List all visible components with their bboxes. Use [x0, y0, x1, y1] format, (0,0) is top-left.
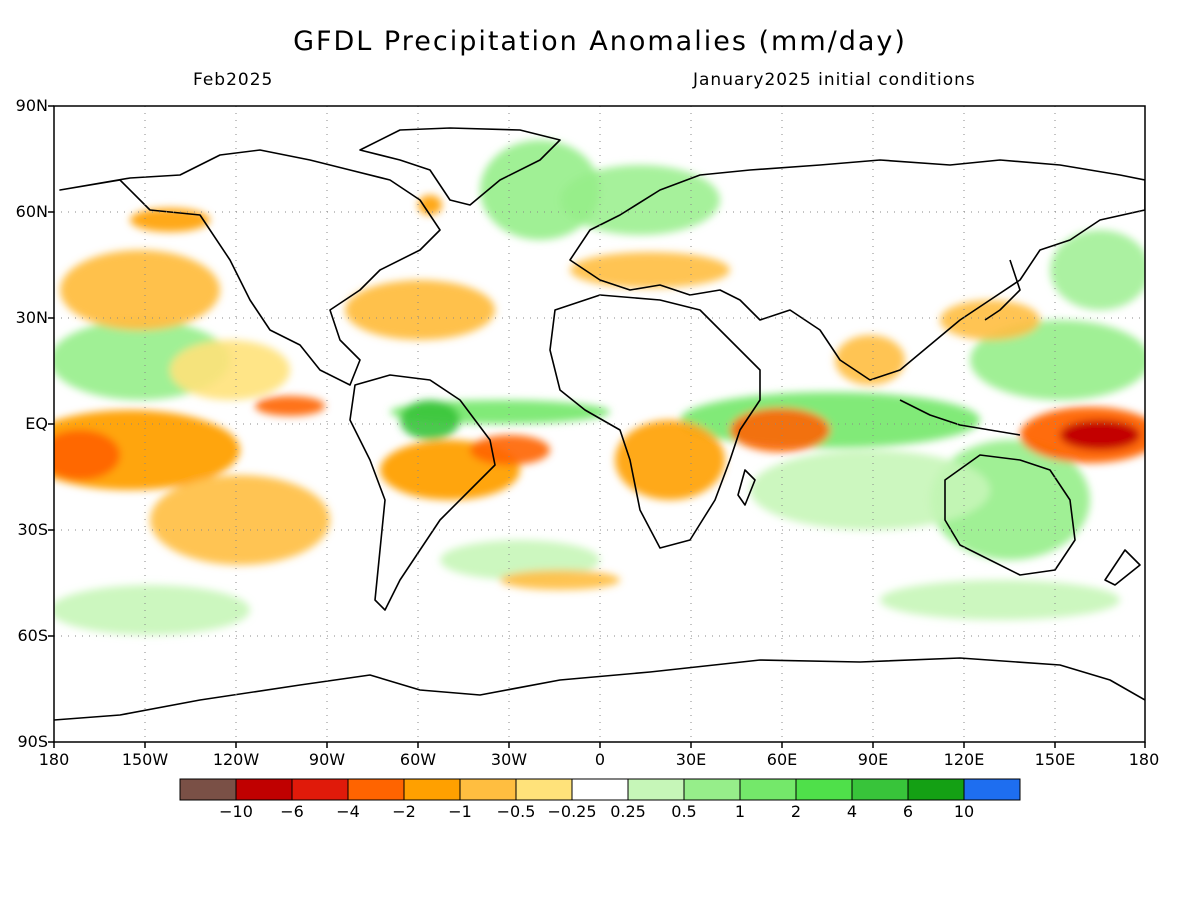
lon-label-180e: 180 [1128, 750, 1160, 769]
lon-label-120w: 120W [212, 750, 260, 769]
axis-ticks [48, 105, 1146, 748]
lon-label-30e: 30E [675, 750, 707, 769]
legend-color-box [683, 778, 741, 801]
dry-anomaly-east-asia [940, 300, 1040, 340]
chart-title: GFDL Precipitation Anomalies (mm/day) [293, 26, 907, 57]
legend-tick-label: −4 [336, 802, 360, 821]
dry-anomaly-southern-africa [615, 420, 725, 500]
legend-color-box [515, 778, 573, 801]
dry-anomaly-west-indian-ocean [730, 408, 830, 452]
dry-anomaly-south-pacific-lower [500, 570, 620, 590]
legend-tick-label: −2 [392, 802, 416, 821]
legend-color-box [963, 778, 1021, 801]
legend-tick-label: 2 [790, 802, 802, 821]
legend-color-box [291, 778, 349, 801]
legend-color-box [235, 778, 293, 801]
dry-anomaly-west-pacific-core [1060, 420, 1140, 450]
madagascar-outline [737, 469, 756, 506]
legend-tick-label: 4 [846, 802, 858, 821]
dry-anomaly-north-pacific [60, 250, 220, 330]
japan-outline [984, 259, 1021, 321]
antarctica-outline [54, 657, 1145, 721]
map-gridlines [54, 106, 1145, 742]
dry-anomaly-mediterranean [570, 252, 730, 288]
legend-color-box [403, 778, 461, 801]
legend-tick-label: 10 [953, 802, 975, 821]
legend-tick-label: −0.25 [547, 802, 597, 821]
dry-anomaly-south-pacific-band [150, 475, 330, 565]
lon-label-0: 0 [594, 750, 606, 769]
dry-anomaly-pacific-diagonal [170, 340, 290, 400]
legend-color-box [739, 778, 797, 801]
lon-label-180w: 180 [38, 750, 70, 769]
lat-label-30n: 30N [15, 308, 48, 327]
legend-color-box [851, 778, 909, 801]
legend-tick-label: 0.5 [671, 802, 697, 821]
lon-label-150w: 150W [121, 750, 169, 769]
lat-label-eq: EQ [25, 414, 48, 433]
lon-label-150e: 150E [1034, 750, 1076, 769]
legend-color-box [571, 778, 629, 801]
legend-color-box [627, 778, 685, 801]
lon-label-30w: 30W [490, 750, 528, 769]
legend-tick-label: 1 [734, 802, 746, 821]
africa-outline [549, 294, 761, 549]
lat-label-90n: 90N [15, 96, 48, 115]
legend-tick-label: −10 [219, 802, 253, 821]
eurasia-outline [569, 159, 1145, 381]
wet-anomaly-southern-ocean-east [880, 580, 1120, 620]
australia-outline [944, 454, 1076, 576]
dry-anomaly-equatorial-pacific-core [54, 430, 120, 480]
legend-tick-label: −0.5 [496, 802, 536, 821]
legend-color-box [459, 778, 517, 801]
lon-label-90e: 90E [857, 750, 889, 769]
wet-anomaly-amazon [400, 400, 460, 440]
legend-color-box [347, 778, 405, 801]
dry-anomaly-bay-of-bengal [835, 335, 905, 385]
wet-anomaly-west-pacific [970, 320, 1145, 400]
wet-anomaly-southern-ocean-west [54, 585, 250, 635]
legend-tick-label: −6 [280, 802, 304, 821]
legend-color-box [907, 778, 965, 801]
lon-label-60e: 60E [766, 750, 798, 769]
legend-tick-label: 6 [902, 802, 914, 821]
new-zealand-outline [1104, 549, 1141, 586]
dry-anomaly-greenland-sea [418, 195, 442, 215]
lon-label-90w: 90W [308, 750, 346, 769]
dry-anomaly-north-atlantic [345, 280, 495, 340]
forecast-month-label: Feb2025 [193, 70, 274, 90]
indonesia-outline [899, 399, 1021, 436]
lat-label-90s: 90S [17, 732, 48, 751]
greenland-outline [359, 127, 561, 206]
lon-label-120e: 120E [943, 750, 985, 769]
lon-label-60w: 60W [399, 750, 437, 769]
dry-anomaly-east-pacific-itcz [255, 396, 325, 416]
wet-anomaly-north-pacific [1050, 230, 1145, 310]
wet-anomaly-south-indian [750, 450, 990, 530]
lat-label-60n: 60N [15, 202, 48, 221]
south-america-outline [349, 374, 496, 611]
legend-tick-label: −1 [448, 802, 472, 821]
initial-conditions-label: January2025 initial conditions [693, 70, 976, 90]
north-america-outline [59, 149, 441, 386]
legend-tick-label: 0.25 [610, 802, 646, 821]
legend-color-box [795, 778, 853, 801]
lat-label-30s: 30S [17, 520, 48, 539]
lat-label-60s: 60S [17, 626, 48, 645]
legend-color-box [179, 778, 237, 801]
